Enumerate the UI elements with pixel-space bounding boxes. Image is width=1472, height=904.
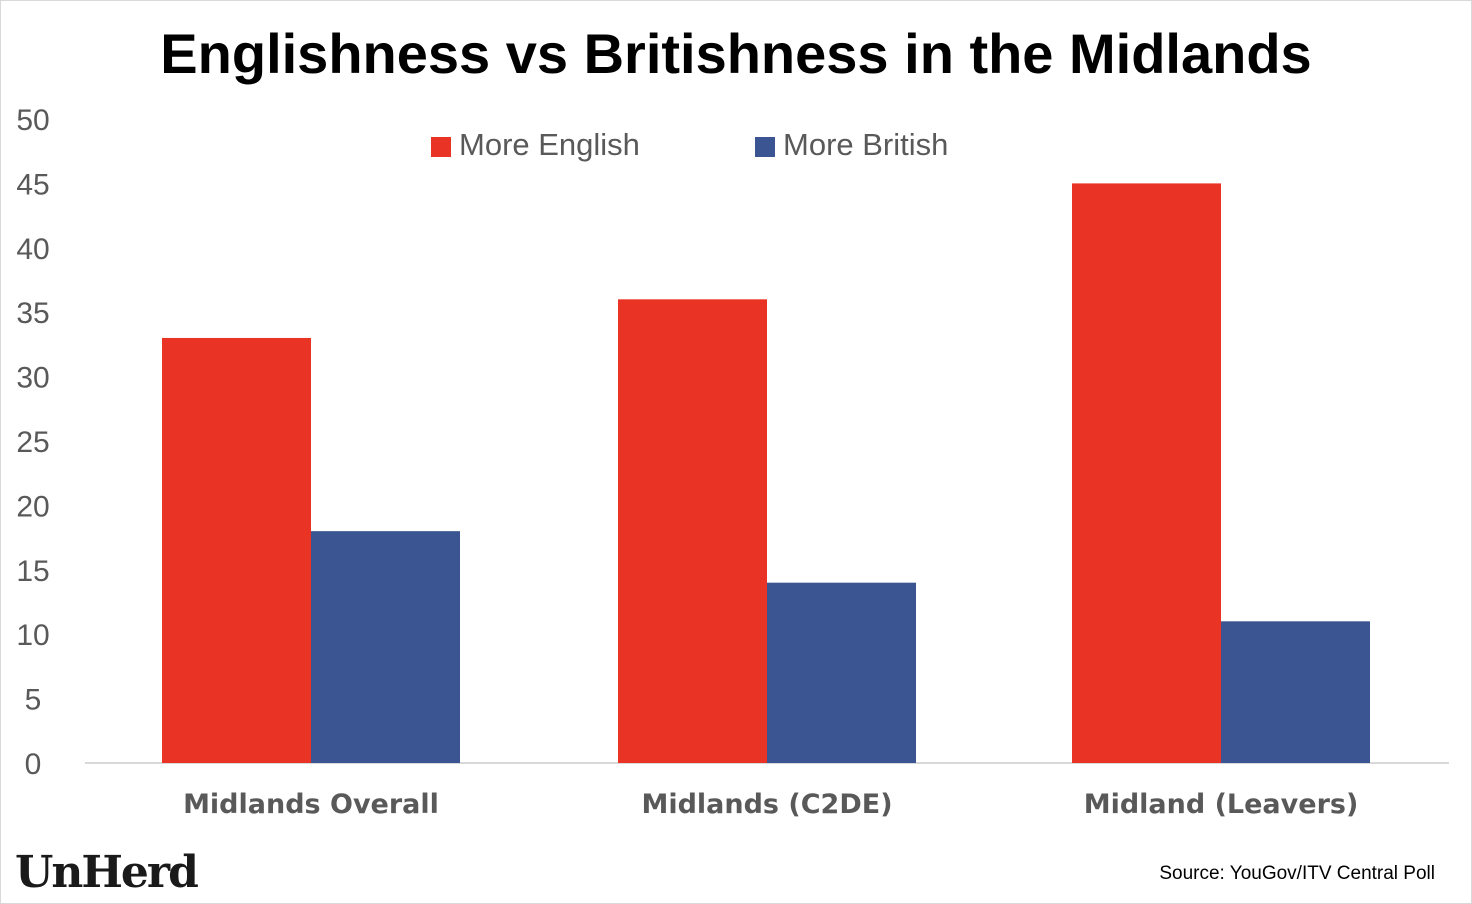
- legend-swatch: [431, 137, 451, 157]
- bar-more-british: [311, 531, 460, 763]
- y-tick-label: 5: [25, 684, 42, 717]
- legend-label: More British: [783, 127, 948, 162]
- x-tick-label: Midland (Leavers): [1084, 789, 1359, 820]
- source-note: Source: YouGov/ITV Central Poll: [1159, 863, 1435, 884]
- bar-more-english: [618, 299, 767, 763]
- y-tick-label: 30: [16, 362, 49, 395]
- chart-title: Englishness vs Britishness in the Midlan…: [160, 22, 1311, 85]
- y-tick-label: 10: [16, 619, 49, 652]
- bar-more-english: [162, 337, 311, 763]
- bar-more-british: [767, 582, 916, 763]
- y-tick-label: 35: [16, 297, 49, 330]
- y-tick-label: 25: [16, 426, 49, 459]
- y-tick-label: 40: [16, 233, 49, 266]
- y-tick-label: 50: [16, 104, 49, 137]
- legend-swatch: [755, 137, 775, 157]
- y-tick-label: 45: [16, 168, 49, 201]
- y-tick-label: 0: [25, 748, 42, 781]
- unherd-logo: UnHerd: [15, 847, 199, 898]
- bar-more-british: [1221, 621, 1370, 763]
- x-tick-label: Midlands Overall: [183, 789, 439, 820]
- bar-more-english: [1072, 183, 1221, 763]
- y-tick-label: 20: [16, 490, 49, 523]
- x-tick-label: Midlands (C2DE): [641, 789, 892, 820]
- legend-label: More English: [459, 127, 640, 162]
- y-tick-label: 15: [16, 555, 49, 588]
